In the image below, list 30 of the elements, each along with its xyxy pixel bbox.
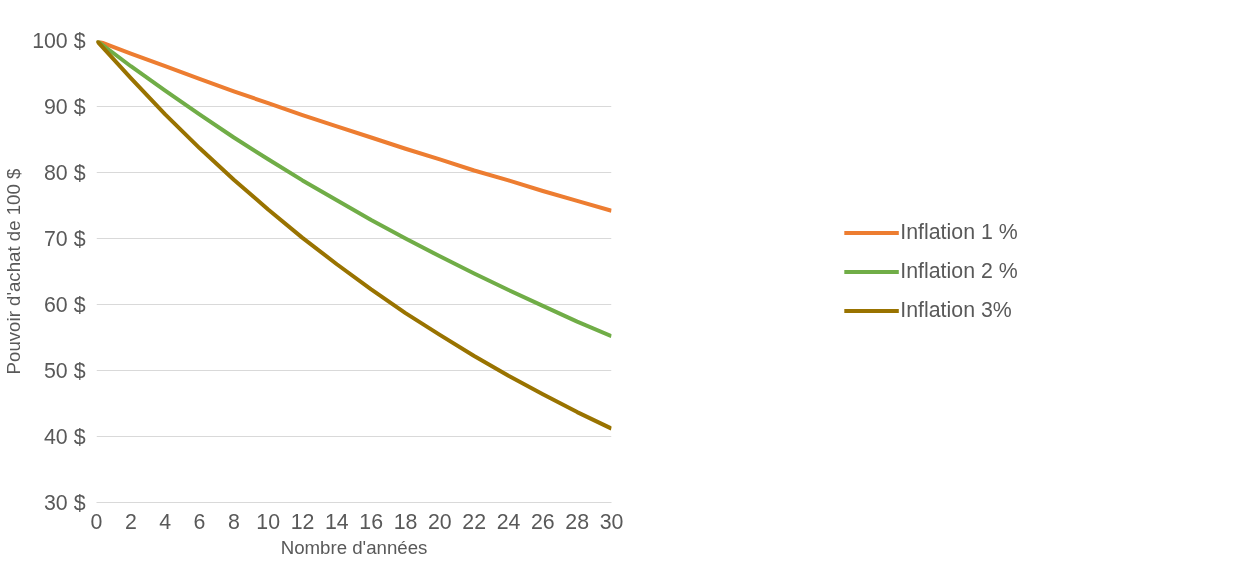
x-tick-label: 0 (90, 509, 103, 534)
line-series (96, 40, 612, 431)
y-tick-label: 80 $ (43, 160, 86, 185)
y-tick-label: 50 $ (43, 358, 86, 383)
y-tick-label: 60 $ (43, 292, 86, 317)
x-tick-label: 6 (193, 509, 206, 534)
y-tick-label: 70 $ (43, 226, 86, 251)
legend-label: Inflation 2 % (900, 258, 1018, 284)
legend-label: Inflation 3% (900, 297, 1012, 323)
x-tick-label: 4 (159, 509, 172, 534)
x-tick-label: 18 (393, 509, 418, 534)
y-tick-label: 40 $ (43, 424, 86, 449)
x-tick-label: 24 (496, 509, 521, 534)
x-tick-label: 16 (359, 509, 384, 534)
x-tick-label: 8 (227, 509, 240, 534)
x-tick-label: 10 (256, 509, 281, 534)
x-tick-label: 30 (599, 509, 624, 534)
x-tick-label: 22 (462, 509, 487, 534)
y-tick-label: 90 $ (43, 94, 86, 119)
x-tick-label: 20 (427, 509, 452, 534)
x-tick-label: 28 (565, 509, 590, 534)
y-tick-label: 100 $ (32, 28, 86, 53)
x-tick-label: 12 (290, 509, 315, 534)
x-axis-title: Nombre d'années (280, 536, 428, 558)
y-axis-title: Pouvoir d'achat de 100 $ (3, 167, 25, 375)
x-tick-label: 14 (324, 509, 349, 534)
legend-label: Inflation 1 % (900, 219, 1018, 245)
y-tick-label: 30 $ (43, 490, 86, 515)
x-tick-label: 2 (124, 509, 137, 534)
x-tick-label: 26 (530, 509, 555, 534)
